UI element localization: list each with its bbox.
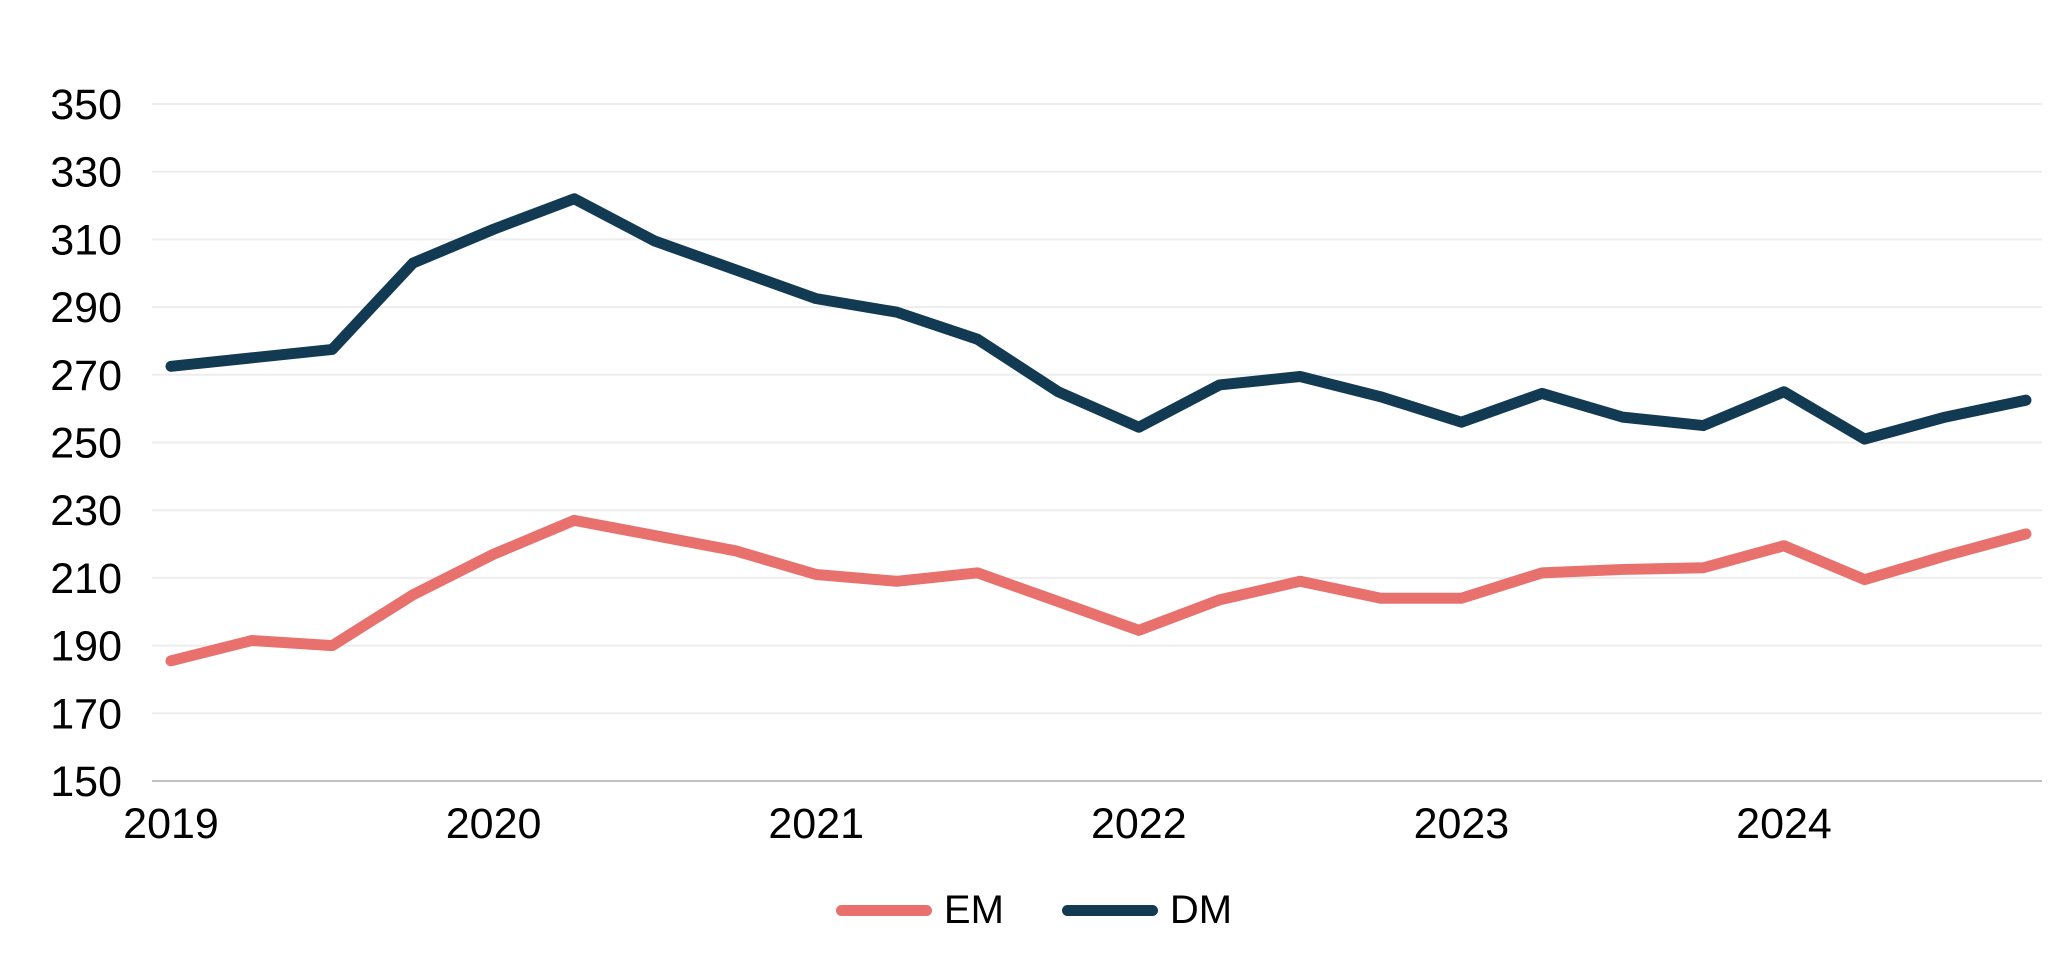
x-axis-tick-label: 2023	[1414, 800, 1510, 848]
y-axis-tick-label: 230	[50, 487, 122, 535]
legend-swatch-em-icon	[835, 904, 932, 916]
legend-item-dm: DM	[1061, 888, 1233, 932]
legend-label-dm: DM	[1169, 888, 1233, 932]
y-axis-tick-label: 210	[50, 555, 122, 603]
y-axis-tick-label: 350	[50, 81, 122, 129]
x-axis-tick-label: 2022	[1091, 800, 1187, 848]
x-axis-tick-label: 2024	[1736, 800, 1832, 848]
y-axis-tick-label: 290	[50, 284, 122, 332]
y-axis-tick-label: 190	[50, 623, 122, 671]
y-axis-tick-label: 250	[50, 420, 122, 468]
chart-legend: EM DM	[0, 890, 2068, 930]
y-axis-tick-label: 170	[50, 690, 122, 738]
y-axis-tick-label: 150	[50, 758, 122, 806]
x-axis-tick-label: 2021	[768, 800, 864, 848]
series-line-em	[165, 514, 2032, 667]
y-axis-tick-label: 270	[50, 352, 122, 400]
y-axis-tick-label: 330	[50, 149, 122, 197]
line-chart-plot: 150 170 190 210 230 250 270 290 310 330 350 2019 202…	[50, 81, 2042, 848]
x-axis-tick-label: 2020	[446, 800, 542, 848]
x-axis-tick-label: 2019	[123, 800, 219, 848]
y-axis-tick-label: 310	[50, 216, 122, 264]
legend-label-em: EM	[943, 888, 1004, 932]
legend-item-em: EM	[835, 888, 1004, 932]
legend-swatch-dm-icon	[1061, 904, 1158, 916]
series-line-dm	[165, 193, 2032, 445]
